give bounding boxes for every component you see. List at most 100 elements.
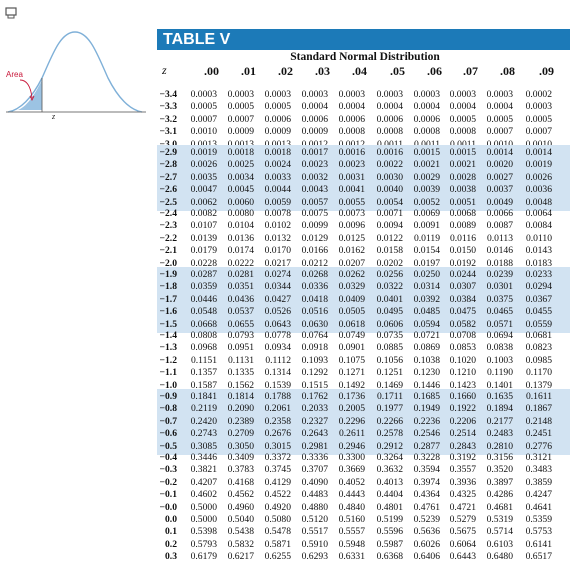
table-row: −1.1 0.1357 0.1335 0.1314 0.1292 0.1271 0.1251… — [157, 367, 570, 380]
probability-cell: 0.0132 — [264, 232, 291, 244]
probability-cell: 0.1788 — [264, 391, 291, 402]
probability-cell: 0.0808 — [190, 330, 217, 341]
table-row: −3.1 0.0010 0.0009 0.0009 0.0009 0.0008 0.0008… — [157, 126, 570, 139]
probability-cell: 0.0129 — [301, 232, 328, 244]
table-row: −2.1 0.0179 0.0174 0.0170 0.0166 0.0162 0.0158… — [157, 245, 570, 258]
probability-cell: 0.0013 — [183, 139, 217, 150]
probability-cell: 0.2843 — [449, 440, 476, 452]
probability-cell: 0.0793 — [227, 330, 254, 341]
probability-cell: 0.1492 — [338, 379, 365, 391]
probability-cell: 0.0174 — [227, 245, 254, 257]
probability-cell: 0.0113 — [486, 232, 513, 244]
probability-cell: 0.4443 — [338, 489, 365, 501]
probability-cell: 0.0027 — [486, 171, 513, 183]
probability-cell: 0.1093 — [301, 354, 328, 366]
probability-cell: 0.0048 — [525, 196, 552, 208]
window-icon[interactable] — [5, 6, 19, 20]
probability-cell: 0.4880 — [301, 501, 328, 513]
probability-cell: 0.0853 — [449, 342, 476, 354]
probability-cell: 0.0188 — [486, 257, 513, 269]
probability-cell: 0.0036 — [525, 184, 552, 196]
z-value: −1.9 — [159, 269, 177, 280]
probability-cell: 0.4960 — [227, 501, 254, 513]
table-row: −3.4 0.0003 0.0003 0.0003 0.0003 0.0003 0.0003… — [157, 89, 570, 102]
probability-cell: 0.0003 — [264, 89, 291, 100]
probability-cell: 0.5000 — [190, 501, 217, 513]
probability-cell: 0.0222 — [227, 257, 254, 269]
table-row: −0.0 0.5000 0.4960 0.4920 0.4880 0.4840 0.4801… — [157, 502, 570, 515]
probability-cell: 0.0025 — [227, 159, 254, 171]
probability-cell: 0.5675 — [449, 526, 476, 538]
probability-cell: 0.4483 — [301, 489, 328, 501]
z-value: −2.4 — [159, 208, 177, 219]
column-header: .04 — [352, 64, 367, 78]
probability-cell: 0.2177 — [486, 415, 513, 427]
z-value: −0.2 — [159, 476, 177, 488]
probability-cell: 0.0162 — [338, 245, 365, 257]
probability-cell: 0.0094 — [376, 220, 403, 232]
table-row: −0.4 0.3446 0.3409 0.3372 0.3336 0.3300 0.3264… — [157, 452, 570, 465]
probability-cell: 0.1379 — [525, 379, 552, 391]
probability-cell: 0.0336 — [301, 281, 328, 293]
probability-cell: 0.4207 — [190, 476, 217, 488]
probability-cell: 0.0968 — [190, 342, 217, 354]
probability-cell: 0.0003 — [413, 89, 440, 100]
probability-cell: 0.6443 — [449, 551, 476, 563]
probability-cell: 0.0401 — [376, 293, 403, 305]
probability-cell: 0.0122 — [376, 232, 403, 244]
probability-cell: 0.0018 — [227, 147, 254, 158]
probability-cell: 0.1587 — [190, 379, 217, 391]
probability-cell: 0.0023 — [338, 159, 365, 171]
probability-cell: 0.0116 — [449, 232, 476, 244]
probability-cell: 0.5596 — [376, 526, 403, 538]
probability-cell: 0.2981 — [301, 440, 328, 452]
table-row: −0.6 0.2743 0.2709 0.2676 0.2643 0.2611 0.2578… — [157, 428, 570, 441]
probability-cell: 0.0136 — [227, 232, 254, 244]
table-row: −1.7 0.0446 0.0436 0.0427 0.0418 0.0409 0.0401… — [157, 294, 570, 307]
area-label: Area — [6, 70, 23, 79]
probability-cell: 0.0179 — [190, 245, 217, 257]
probability-cell: 0.0008 — [449, 126, 476, 138]
table-row: 0.2 0.5793 0.5832 0.5871 0.5910 0.5948 0.5987 0… — [157, 539, 570, 552]
probability-cell: 0.0951 — [227, 342, 254, 354]
probability-cell: 0.4920 — [264, 501, 291, 513]
probability-cell: 0.5478 — [264, 526, 291, 538]
probability-cell: 0.1949 — [413, 403, 440, 415]
probability-cell: 0.5517 — [301, 526, 328, 538]
probability-cell: 0.3156 — [486, 452, 513, 463]
probability-cell: 0.6103 — [486, 538, 513, 550]
z-value: −1.3 — [159, 342, 177, 354]
z-value: −2.2 — [159, 232, 177, 244]
probability-cell: 0.5160 — [338, 514, 365, 525]
bell-curve — [7, 31, 143, 113]
row-group: −1.9 0.0287 0.0281 0.0274 0.0268 0.0262 0.0256… — [157, 267, 570, 333]
probability-cell: 0.0021 — [413, 159, 440, 171]
z-value: −2.9 — [159, 147, 177, 158]
probability-cell: 0.0003 — [449, 89, 476, 100]
probability-cell: 0.5080 — [264, 514, 291, 525]
probability-cell: 0.0307 — [449, 281, 476, 293]
probability-cell: 0.6141 — [525, 538, 552, 550]
probability-cell: 0.4052 — [338, 476, 365, 488]
probability-cell: 0.0016 — [376, 147, 403, 158]
probability-cell: 0.0934 — [264, 342, 291, 354]
column-header: .07 — [463, 64, 478, 78]
probability-cell: 0.2643 — [301, 428, 328, 440]
probability-cell: 0.0011 — [442, 139, 476, 150]
z-value: −2.8 — [159, 159, 177, 171]
probability-cell: 0.1003 — [486, 354, 513, 366]
probability-cell: 0.3300 — [338, 452, 365, 463]
probability-cell: 0.0869 — [413, 342, 440, 354]
probability-cell: 0.0021 — [449, 159, 476, 171]
probability-cell: 0.0143 — [525, 245, 552, 257]
probability-cell: 0.0010 — [518, 139, 552, 150]
probability-cell: 0.0485 — [413, 306, 440, 318]
probability-cell: 0.0013 — [220, 139, 254, 150]
probability-cell: 0.4801 — [376, 501, 403, 513]
probability-cell: 0.0885 — [376, 342, 403, 354]
probability-cell: 0.0526 — [264, 306, 291, 318]
probability-cell: 0.0217 — [264, 257, 291, 269]
probability-cell: 0.0055 — [338, 196, 365, 208]
probability-cell: 0.0033 — [264, 171, 291, 183]
probability-cell: 0.0516 — [301, 306, 328, 318]
